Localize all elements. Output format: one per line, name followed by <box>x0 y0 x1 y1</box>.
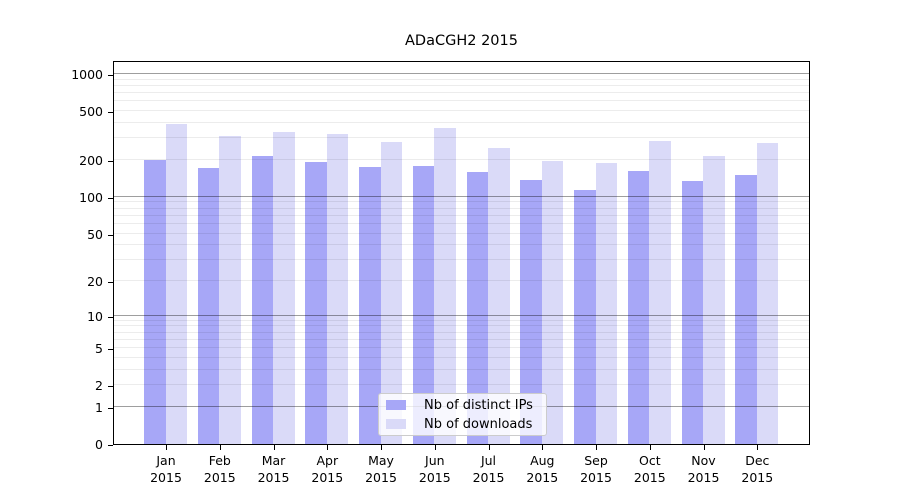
x-tick-label-nov: Nov 2015 <box>687 453 720 485</box>
bar-downloads-nov <box>703 155 725 444</box>
bar-downloads-jan <box>165 123 187 444</box>
x-tick-jul <box>488 445 490 450</box>
y-tick-label-5: 5 <box>95 341 103 357</box>
gridline-300 <box>114 137 809 139</box>
bar-ips-nov <box>681 180 703 444</box>
y-tick-1000 <box>108 75 113 77</box>
y-tick-label-50: 50 <box>87 226 103 242</box>
bar-ips-jul <box>466 172 488 444</box>
x-tick-dec <box>757 445 759 450</box>
x-tick-label-jul: Jul 2015 <box>472 453 505 485</box>
y-tick-10 <box>108 316 113 318</box>
gridline-800 <box>114 85 809 86</box>
x-tick-label-dec: Dec 2015 <box>741 453 774 485</box>
y-tick-label-500: 500 <box>79 104 103 120</box>
plot-area <box>113 61 810 445</box>
x-tick-label-jan: Jan 2015 <box>150 453 182 485</box>
x-tick-mar <box>273 445 275 450</box>
bar-downloads-apr <box>326 134 349 444</box>
bar-ips-jun <box>412 165 435 444</box>
gridline-900 <box>114 78 809 80</box>
bar-ips-oct <box>627 170 650 444</box>
legend-label-downloads: Nb of downloads <box>424 416 533 432</box>
bar-ips-dec <box>735 174 757 444</box>
bar-ips-feb <box>197 168 220 444</box>
legend-swatch-distinct-ips <box>386 400 406 410</box>
gridline-1000 <box>114 73 809 74</box>
legend: Nb of distinct IPs Nb of downloads <box>378 393 547 436</box>
y-tick-50 <box>108 234 113 236</box>
gridline-500 <box>114 110 809 112</box>
x-tick-label-feb: Feb 2015 <box>203 453 236 485</box>
gridline-700 <box>114 92 809 94</box>
y-tick-label-200: 200 <box>79 153 103 168</box>
chart-title: ADaCGH2 2015 <box>405 33 518 49</box>
bar-ips-mar <box>251 155 273 444</box>
x-tick-apr <box>327 445 329 450</box>
bar-downloads-feb <box>219 136 241 444</box>
bar-ips-jan <box>144 160 166 444</box>
x-tick-nov <box>703 445 705 450</box>
bar-downloads-oct <box>649 140 671 444</box>
legend-row-distinct-ips: Nb of distinct IPs <box>379 397 546 413</box>
x-tick-jan <box>166 445 168 450</box>
y-tick-label-1000: 1000 <box>71 67 103 82</box>
legend-row-downloads: Nb of downloads <box>379 416 546 432</box>
legend-swatch-downloads <box>386 419 406 429</box>
bar-ips-may <box>359 167 381 444</box>
y-tick-label-20: 20 <box>87 274 103 289</box>
x-tick-label-may: May 2015 <box>365 453 397 485</box>
bar-ips-sep <box>574 189 596 444</box>
y-tick-20 <box>108 282 113 284</box>
gridline-600 <box>114 100 809 102</box>
bar-ips-apr <box>305 162 327 444</box>
x-tick-sep <box>596 445 598 450</box>
y-tick-label-1: 1 <box>95 399 103 415</box>
y-tick-500 <box>108 112 113 114</box>
y-tick-label-100: 100 <box>79 189 103 205</box>
bar-downloads-jun <box>434 127 456 444</box>
y-tick-label-2: 2 <box>95 378 103 394</box>
bar-downloads-mar <box>273 131 295 444</box>
x-tick-oct <box>649 445 651 450</box>
y-tick-200 <box>108 161 113 163</box>
x-tick-jun <box>434 445 436 450</box>
y-tick-100 <box>108 197 113 200</box>
x-tick-label-apr: Apr 2015 <box>311 453 344 485</box>
bar-downloads-jul <box>488 148 510 444</box>
x-tick-may <box>381 445 383 450</box>
y-tick-2 <box>108 386 113 388</box>
y-tick-label-0: 0 <box>95 437 103 452</box>
y-tick-0 <box>108 445 113 447</box>
bar-downloads-dec <box>756 142 779 444</box>
x-tick-feb <box>219 445 221 450</box>
y-tick-5 <box>108 349 113 351</box>
x-tick-label-sep: Sep 2015 <box>580 453 612 485</box>
bar-downloads-aug <box>541 161 564 444</box>
bar-ips-aug <box>520 180 542 444</box>
gridline-400 <box>114 122 809 123</box>
y-tick-label-10: 10 <box>87 308 103 324</box>
bar-downloads-sep <box>595 162 617 444</box>
legend-label-distinct-ips: Nb of distinct IPs <box>424 397 533 413</box>
x-tick-label-oct: Oct 2015 <box>633 453 666 485</box>
x-tick-label-aug: Aug 2015 <box>526 453 559 485</box>
x-tick-aug <box>542 445 544 450</box>
bar-downloads-may <box>380 142 402 444</box>
x-tick-label-mar: Mar 2015 <box>257 453 290 485</box>
y-tick-1 <box>108 407 113 410</box>
x-tick-label-jun: Jun 2015 <box>418 453 451 485</box>
